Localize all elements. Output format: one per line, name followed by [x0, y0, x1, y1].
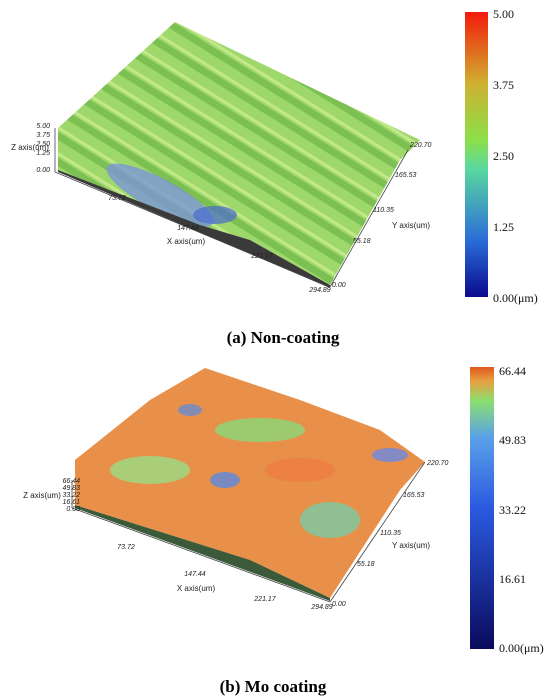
x-tick: 221.17	[250, 253, 274, 260]
y-tick: 0.00	[332, 282, 346, 289]
x-axis-title: X axis(um)	[177, 584, 216, 593]
figure: Z axis(um) 5.00 3.75 2.50 1.25 0.00 73.7…	[0, 0, 546, 699]
y-axis-title: Y axis(um)	[392, 541, 430, 550]
surface-a	[58, 22, 420, 288]
y-tick: 110.35	[373, 207, 394, 214]
colorbar-label: 33.22	[499, 503, 526, 517]
colorbar	[465, 12, 488, 297]
z-tick: 66.44	[62, 478, 80, 485]
z-axis-title: Z axis(um)	[23, 491, 61, 500]
caption: (a) Non-coating	[227, 328, 340, 347]
caption: (b) Mo coating	[220, 677, 327, 696]
colorbar-label: 3.75	[493, 78, 514, 92]
y-tick: 165.53	[395, 172, 417, 179]
colorbar-label: 1.25	[493, 220, 514, 234]
x-tick: 294.89	[308, 287, 331, 294]
z-tick: 2.50	[35, 141, 50, 148]
x-tick: 294.89	[310, 604, 333, 611]
z-tick: 33.22	[62, 492, 80, 499]
y-tick: 110.35	[380, 530, 401, 537]
y-tick: 220.70	[409, 142, 432, 149]
colorbar-label: 5.00	[493, 7, 514, 21]
y-axis-title: Y axis(um)	[392, 221, 430, 230]
z-tick: 5.00	[36, 123, 50, 130]
y-tick: 55.18	[357, 561, 375, 568]
z-tick: 0.00	[36, 167, 50, 174]
y-tick: 55.18	[353, 238, 371, 245]
x-tick: 221.17	[253, 596, 277, 603]
colorbar-label: 49.83	[499, 433, 526, 447]
z-tick: 0.00	[66, 506, 80, 513]
y-tick: 220.70	[426, 460, 449, 467]
y-tick: 0.00	[332, 601, 346, 608]
colorbar-label: 16.61	[499, 572, 526, 586]
colorbar-label: 0.00(μm)	[493, 291, 538, 305]
x-tick: 73.72	[117, 544, 135, 551]
x-tick: 73.72	[108, 195, 126, 202]
z-tick: 49.83	[62, 485, 80, 492]
z-tick: 3.75	[36, 132, 50, 139]
z-tick: 16.61	[62, 499, 80, 506]
x-tick: 147.44	[184, 571, 206, 578]
colorbar-label: 0.00(μm)	[499, 641, 544, 655]
colorbar-label: 2.50	[493, 149, 514, 163]
y-tick: 165.53	[403, 492, 425, 499]
x-tick: 147.44	[177, 225, 199, 232]
z-tick: 1.25	[36, 150, 50, 157]
x-axis-title: X axis(um)	[167, 237, 206, 246]
colorbar	[470, 367, 494, 649]
colorbar-label: 66.44	[499, 364, 526, 378]
